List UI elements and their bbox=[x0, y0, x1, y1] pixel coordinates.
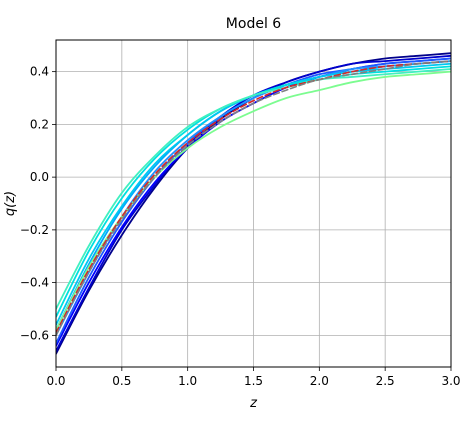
y-tick-label: 0.4 bbox=[30, 65, 49, 79]
y-tick-label: −0.4 bbox=[20, 276, 49, 290]
series-line bbox=[56, 70, 451, 331]
x-tick-label: 0.5 bbox=[112, 374, 131, 388]
series-line bbox=[56, 68, 451, 310]
series-line bbox=[56, 60, 451, 334]
x-axis-title: z bbox=[249, 396, 258, 411]
x-tick-label: 0.0 bbox=[46, 374, 65, 388]
x-tick-label: 1.5 bbox=[244, 374, 263, 388]
chart-title: Model 6 bbox=[226, 16, 281, 32]
y-tick-label: −0.6 bbox=[20, 328, 49, 342]
y-tick-label: 0.2 bbox=[30, 117, 49, 131]
x-tick-label: 1.0 bbox=[178, 374, 197, 388]
x-tick-label: 2.5 bbox=[376, 374, 395, 388]
ticks: 0.0 0.5 1.0 1.5 2.0 2.5 3.0 −0.6 −0.4 −0.2 0.0 0.2 0… bbox=[20, 65, 461, 388]
y-tick-label: 0.0 bbox=[30, 170, 49, 184]
y-axis-title: q(z) bbox=[3, 191, 18, 216]
series-lines bbox=[56, 52, 451, 355]
x-tick-label: 3.0 bbox=[441, 374, 460, 388]
series-line bbox=[56, 60, 451, 337]
y-tick-label: −0.2 bbox=[20, 223, 49, 237]
x-tick-label: 2.0 bbox=[310, 374, 329, 388]
